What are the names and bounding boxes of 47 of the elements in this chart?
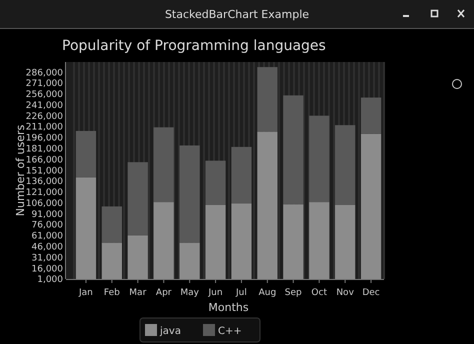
y-tick-label: 106,000 [26,198,64,209]
x-tick-label: Apr [156,288,172,298]
y-tick-label: 166,000 [26,155,64,166]
y-tick-label: 181,000 [26,144,64,155]
x-axis-title: Months [208,301,249,314]
bar [102,206,122,243]
x-tick-label: Aug [258,288,276,298]
x-tick-label: Nov [336,288,355,298]
bar [360,98,382,134]
y-tick-label: 1,000 [37,275,64,286]
y-tick-label: 256,000 [26,90,64,100]
y-tick-label: 241,000 [26,100,64,111]
bar [76,130,96,178]
text: StackedBarChart Example [164,8,310,21]
y-tick-label: 211,000 [26,122,64,133]
y-axis-title: Number of users [14,124,27,216]
x-tick-label: Mar [129,288,147,298]
bar [205,160,226,205]
chart-title: Popularity of Programming languages [62,38,326,54]
y-tick-label: 61,000 [32,232,64,242]
y-tick-label: 76,000 [32,220,64,231]
x-tick-label: Dec [362,288,380,298]
x-tick-label: Jun [208,288,223,298]
y-tick-label: 271,000 [26,79,64,90]
x-tick-label: Feb [104,288,120,298]
y-tick-label: 136,000 [26,177,64,188]
legend-label: java [159,326,181,337]
x-tick-label: Jan [78,288,93,298]
bar [128,235,148,279]
x-tick-label: Sep [284,288,302,298]
bar [180,242,200,279]
y-tick-label: 226,000 [26,112,64,122]
bar [231,146,252,204]
bar [257,67,278,132]
y-tick-label: 151,000 [26,166,64,176]
y-tick-label: 46,000 [32,242,64,252]
y-tick-label: 286,000 [26,68,64,78]
x-tick-label: Oct [311,288,328,298]
y-tick-label: 196,000 [26,134,64,144]
y-tick-label: 91,000 [32,210,64,220]
y-tick-label: 16,000 [32,264,64,274]
y-tick-label: 121,000 [26,188,64,198]
y-tick-label: 31,000 [32,253,64,264]
legend-label: C++ [218,326,242,337]
bar [102,242,122,279]
x-tick-label: Jul [235,288,247,298]
x-tick-label: May [180,288,200,298]
